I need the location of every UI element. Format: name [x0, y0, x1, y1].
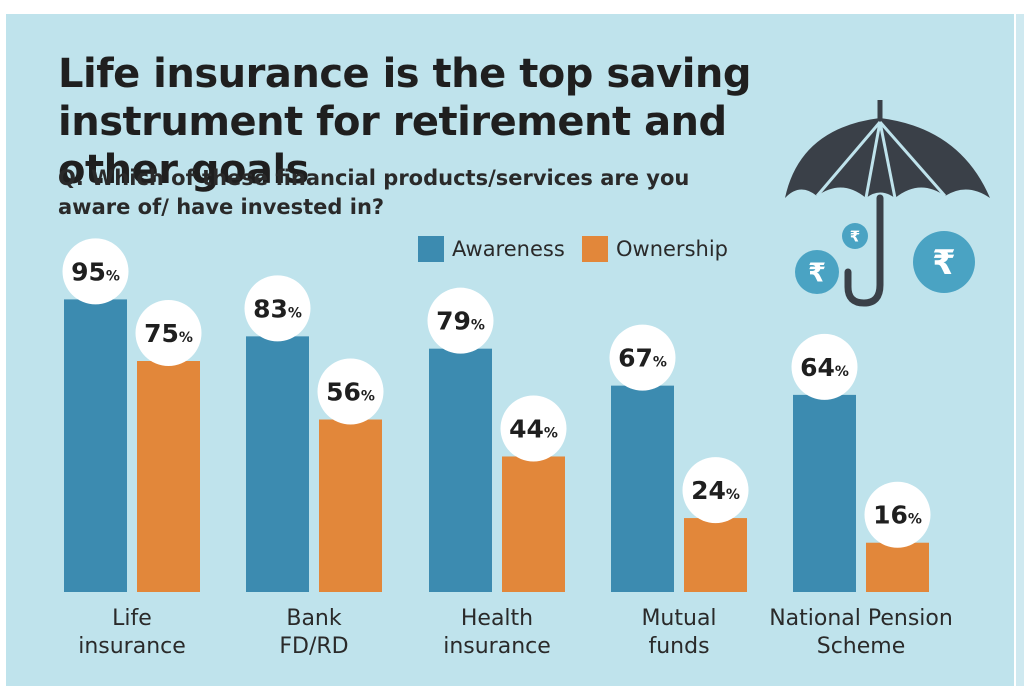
category-label-0: Life insurance — [78, 606, 186, 659]
value-label-circle — [500, 395, 567, 462]
value-label-circle — [791, 333, 858, 400]
value-label-circle — [427, 287, 494, 354]
legend-label-awareness: Awareness — [452, 237, 565, 261]
value-label-circle — [244, 275, 311, 342]
value-label-circle — [135, 300, 202, 366]
value-label-circle — [864, 481, 931, 548]
bar-ownership-4 — [866, 542, 929, 592]
umbrella-icon — [785, 100, 990, 307]
chart-title: Life insurance is the top saving instrum… — [58, 51, 752, 193]
rupee-coin-icon — [913, 231, 975, 293]
rupee-symbol-0: ₹ — [850, 227, 860, 245]
legend-label-ownership: Ownership — [616, 237, 728, 261]
right-edge-strip — [1016, 14, 1024, 686]
value-label-circle — [62, 238, 129, 305]
bar-awareness-2 — [429, 348, 492, 592]
rupee-coin-icon — [795, 250, 839, 294]
value-label-circle — [609, 324, 676, 391]
bar-ownership-3 — [684, 518, 747, 592]
legend-swatch-awareness — [418, 236, 444, 262]
value-label-awareness-1: 83% — [253, 294, 302, 323]
legend-swatch-ownership — [582, 236, 608, 262]
chart-subtitle: Q. Which of these financial products/ser… — [58, 166, 690, 219]
bar-ownership-2 — [502, 456, 565, 592]
category-label-4: National Pension Scheme — [769, 606, 953, 659]
category-label-3: Mutual funds — [641, 606, 716, 659]
bar-awareness-1 — [246, 336, 309, 592]
rupee-symbol-2: ₹ — [932, 243, 956, 283]
rupee-coin-icon — [842, 223, 868, 249]
value-label-circle — [317, 358, 384, 425]
bar-awareness-4 — [793, 394, 856, 592]
bar-ownership-0 — [137, 361, 200, 592]
bar-awareness-0 — [64, 299, 127, 592]
rupee-symbol-1: ₹ — [808, 258, 826, 288]
bar-awareness-3 — [611, 385, 674, 592]
bar-ownership-1 — [319, 419, 382, 592]
category-label-1: Bank FD/RD — [279, 606, 348, 659]
value-label-circle — [682, 457, 749, 524]
category-label-2: Health insurance — [443, 606, 551, 659]
